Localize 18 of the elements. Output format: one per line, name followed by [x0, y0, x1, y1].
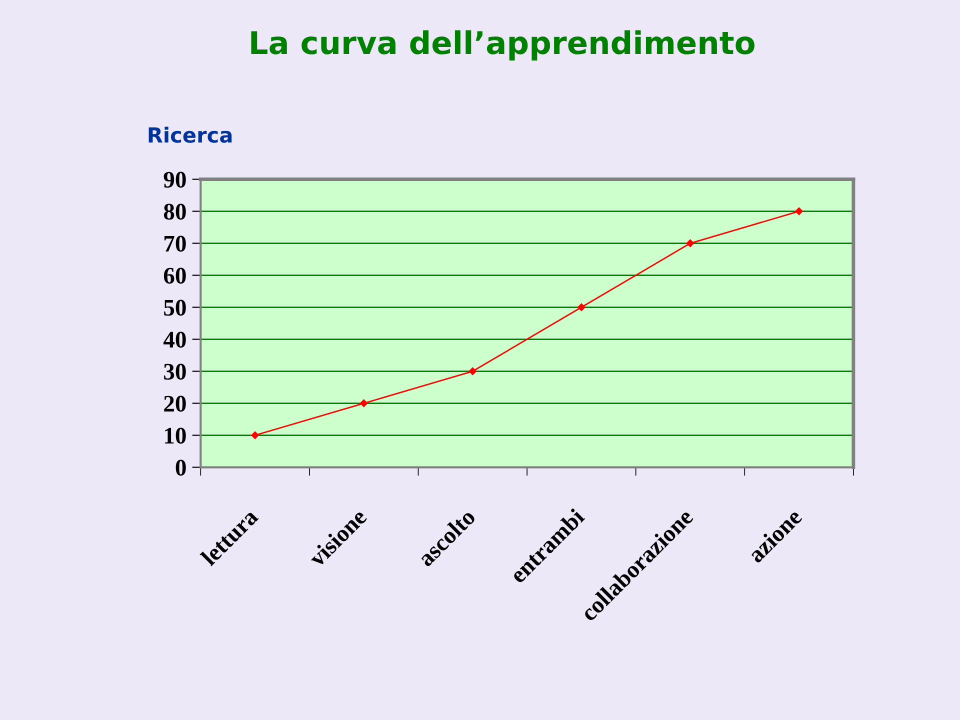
y-tick-label: 90 — [164, 172, 186, 188]
y-tick-label: 0 — [176, 460, 186, 476]
chart-title: La curva dell’apprendimento — [251, 30, 754, 60]
y-tick-label: 10 — [165, 428, 186, 444]
y-tick-label: 60 — [164, 268, 186, 284]
chart-subtitle: Ricerca — [148, 126, 232, 143]
point — [578, 303, 586, 312]
y-tick-label: 30 — [164, 364, 186, 380]
y-tick-label: 40 — [163, 332, 186, 348]
y-tick-label: 20 — [164, 396, 186, 412]
point — [468, 367, 476, 376]
y-tick-label: 50 — [164, 300, 186, 316]
y-tick-label: 80 — [164, 204, 186, 220]
y-tick-label: 70 — [164, 236, 186, 252]
point — [686, 239, 694, 248]
point — [251, 431, 259, 440]
point — [360, 399, 368, 408]
point — [795, 207, 803, 216]
